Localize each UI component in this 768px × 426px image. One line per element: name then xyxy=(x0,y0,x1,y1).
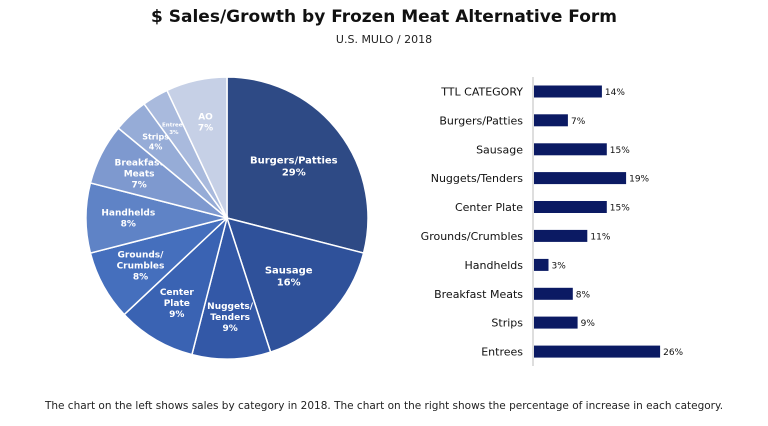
bar-burgers-patties xyxy=(534,114,568,127)
bar-category-label: Breakfast Meats xyxy=(434,288,523,301)
bar-category-label: Burgers/Patties xyxy=(439,114,523,127)
pie-label-strips: Strips 4% xyxy=(142,133,169,152)
bar-value-label: 7% xyxy=(571,117,586,127)
bar-category-label: Sausage xyxy=(476,143,523,156)
bar-category-label: Grounds/Crumbles xyxy=(421,230,524,243)
bar-category-label: Handhelds xyxy=(465,259,524,272)
pie-label-burgers-patties: Burgers/Patties 29% xyxy=(250,156,338,179)
pie-label-entrees: Entrees 3% xyxy=(162,122,186,135)
bar-strips xyxy=(534,316,578,329)
bar-ttl-category xyxy=(534,85,602,98)
pie-chart: Burgers/Patties 29% Sausage 16% Nuggets/Tend… xyxy=(85,76,369,360)
chart-caption: The chart on the left shows sales by cat… xyxy=(44,400,724,412)
pie-label-breakfast-meats: Breakfast Meats 7% xyxy=(115,158,165,190)
bar-value-label: 15% xyxy=(610,146,630,156)
bar-handhelds xyxy=(534,258,549,271)
pie-label-nuggets-tenders: Nuggets/Tenders 9% xyxy=(207,302,254,334)
pie-slice-center-plate xyxy=(123,215,229,356)
pie-label-center-plate: Center Plate 9% xyxy=(160,288,195,320)
bar-value-label: 9% xyxy=(581,319,596,329)
bar-value-label: 19% xyxy=(629,175,649,185)
bar-value-label: 11% xyxy=(590,232,610,242)
bar-breakfast-meats xyxy=(534,287,573,300)
bar-value-label: 8% xyxy=(576,290,591,300)
pie-slice-burgers-patties xyxy=(226,76,369,254)
bar-grounds-crumbles xyxy=(534,229,588,242)
bar-category-label: TTL CATEGORY xyxy=(440,86,523,99)
bar-category-label: Strips xyxy=(491,317,523,330)
bar-category-label: Nuggets/Tenders xyxy=(431,172,524,185)
chart-subtitle: U.S. MULO / 2018 xyxy=(335,33,433,46)
bar-value-label: 15% xyxy=(610,204,630,214)
bar-value-label: 26% xyxy=(663,348,683,358)
chart-title: $ Sales/Growth by Frozen Meat Alternativ… xyxy=(151,7,617,27)
bar-value-label: 3% xyxy=(552,261,567,271)
bar-entrees xyxy=(534,345,661,358)
pie-slice-ao xyxy=(165,76,228,219)
bar-nuggets-tenders xyxy=(534,172,627,185)
bar-chart: TTL CATEGORY 14% Burgers/Patties 7% Sausage 1… xyxy=(421,77,684,366)
bar-category-label: Center Plate xyxy=(455,201,523,214)
bar-center-plate xyxy=(534,201,607,213)
bar-value-label: 14% xyxy=(605,88,625,98)
pie-label-handhelds: Handhelds 8% xyxy=(101,209,155,230)
pie-label-grounds-crumbles: Grounds/Crumbles 8% xyxy=(117,251,165,283)
pie-label-ao: AO 7% xyxy=(198,112,213,133)
bar-sausage xyxy=(534,143,607,156)
pie-slice-sausage xyxy=(225,216,365,354)
bar-category-label: Entrees xyxy=(481,346,523,359)
pie-label-sausage: Sausage 16% xyxy=(265,265,313,288)
pie-slice-nuggets-tenders xyxy=(191,215,272,360)
